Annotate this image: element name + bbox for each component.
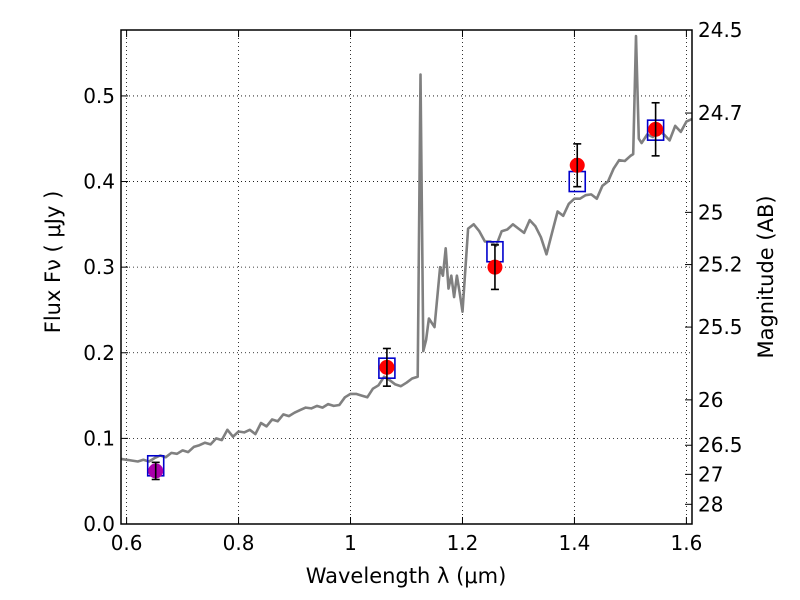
axis-ticks: 0.6 0.8 1 1.2 1.4 1.6 0.0 0.1 0.2 0.3 0.4 0.5 24.5 24… — [83, 18, 742, 555]
right-tick-label: 25 — [698, 200, 723, 224]
right-tick-label: 27 — [698, 462, 723, 486]
y-tick-label: 0.4 — [83, 170, 115, 194]
grid-lines — [121, 30, 692, 525]
right-tick-label: 25.5 — [698, 315, 743, 339]
x-tick-label: 0.8 — [223, 531, 255, 555]
right-tick-label: 26.5 — [698, 433, 743, 457]
y-axis-label-right: Magnitude (AB) — [754, 195, 778, 358]
x-tick-label: 1.2 — [447, 531, 479, 555]
x-tick-label: 1 — [344, 531, 357, 555]
right-tick-label: 26 — [698, 388, 723, 412]
markers — [146, 101, 665, 481]
y-tick-label: 0.2 — [83, 341, 115, 365]
y-tick-label: 0.3 — [83, 255, 115, 279]
plot-frame — [120, 29, 693, 525]
y-tick-label: 0.0 — [83, 512, 115, 536]
y-tick-label: 0.5 — [83, 84, 115, 108]
right-tick-label: 28 — [698, 492, 723, 516]
spectrum-line — [121, 34, 692, 463]
x-tick-label: 1.6 — [670, 531, 702, 555]
right-tick-label: 24.7 — [698, 101, 743, 125]
y-axis-label: Flux Fν ( μJy ) — [41, 191, 65, 334]
plot-area — [121, 34, 692, 463]
x-axis-label: Wavelength λ (μm) — [306, 564, 507, 588]
x-tick-label: 1.4 — [559, 531, 591, 555]
x-tick-label: 0.6 — [111, 531, 143, 555]
right-tick-label: 24.5 — [698, 18, 743, 42]
y-tick-label: 0.1 — [83, 426, 115, 450]
right-tick-label: 25.2 — [698, 253, 743, 277]
